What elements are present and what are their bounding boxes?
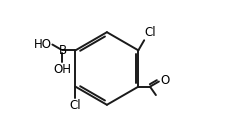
Text: Cl: Cl [70,99,81,112]
Text: HO: HO [34,38,52,51]
Text: O: O [161,74,170,87]
Text: Cl: Cl [145,26,157,39]
Text: OH: OH [53,63,72,76]
Text: B: B [58,44,66,57]
